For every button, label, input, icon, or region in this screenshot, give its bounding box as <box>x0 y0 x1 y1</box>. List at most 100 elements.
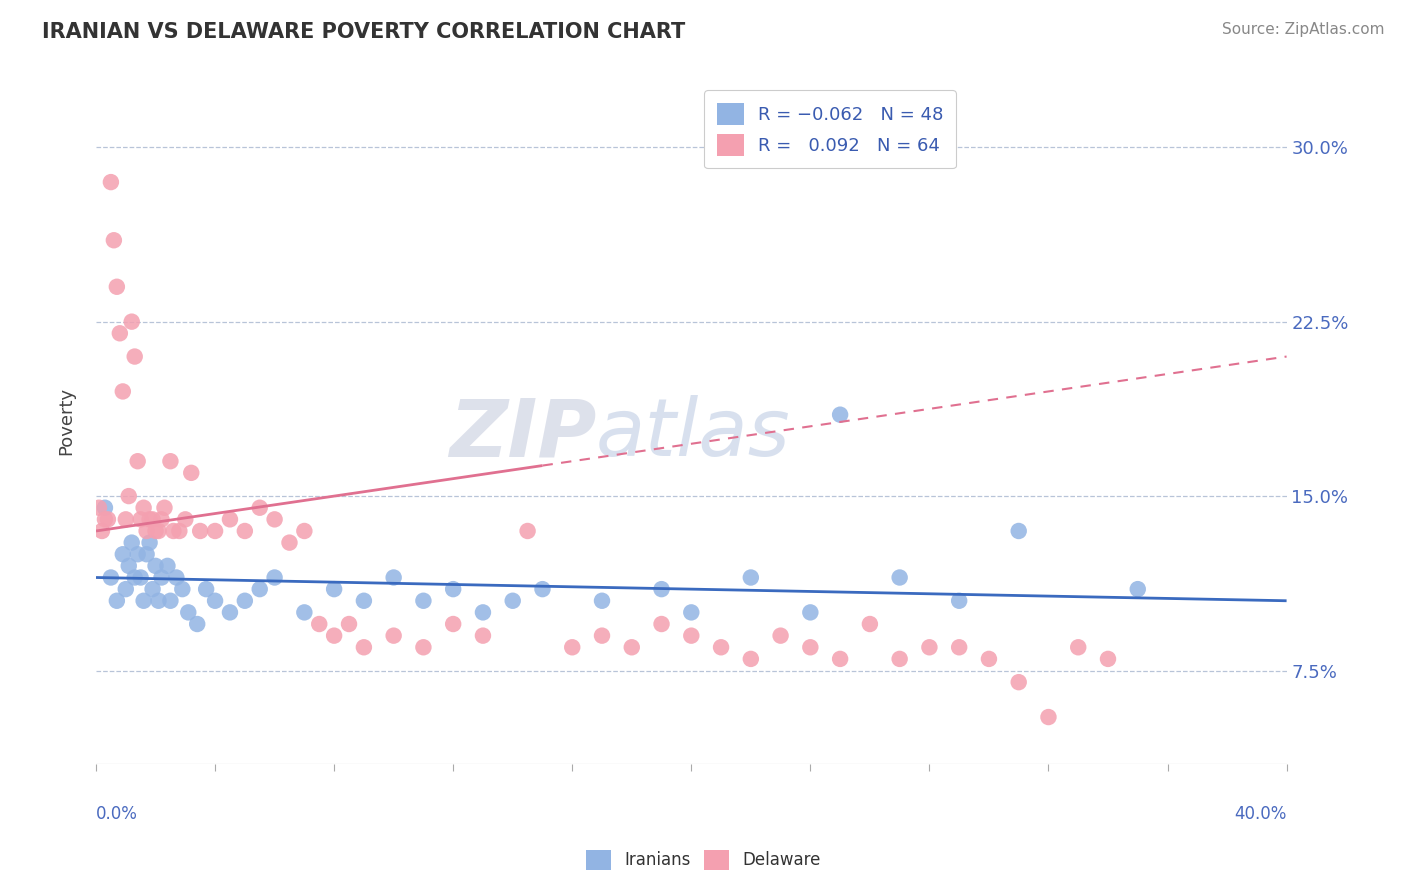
Point <box>620 640 643 655</box>
Legend: R = −0.062   N = 48, R =   0.092   N = 64: R = −0.062 N = 48, R = 0.092 N = 64 <box>704 90 956 169</box>
Point <box>118 489 141 503</box>
Point <box>263 570 285 584</box>
Point <box>121 535 143 549</box>
Point <box>382 629 405 643</box>
Point <box>124 570 146 584</box>
Point <box>145 524 167 538</box>
Point <box>172 582 194 596</box>
Point <box>441 582 464 596</box>
Legend: Iranians, Delaware: Iranians, Delaware <box>579 843 827 877</box>
Point <box>948 593 970 607</box>
Point <box>195 582 218 596</box>
Point <box>1038 710 1060 724</box>
Point <box>249 500 271 515</box>
Point <box>108 326 131 341</box>
Point <box>100 570 122 584</box>
Text: ZIP: ZIP <box>449 395 596 474</box>
Text: 0.0%: 0.0% <box>96 805 138 823</box>
Point <box>124 350 146 364</box>
Point <box>150 512 173 526</box>
Point <box>91 524 114 538</box>
Point <box>162 524 184 538</box>
Point <box>412 640 434 655</box>
Point <box>948 640 970 655</box>
Point <box>889 570 911 584</box>
Point <box>177 606 200 620</box>
Point <box>441 617 464 632</box>
Point <box>337 617 360 632</box>
Point <box>502 593 524 607</box>
Point <box>799 640 821 655</box>
Point <box>889 652 911 666</box>
Point <box>186 617 208 632</box>
Point <box>118 558 141 573</box>
Text: Source: ZipAtlas.com: Source: ZipAtlas.com <box>1222 22 1385 37</box>
Point <box>121 315 143 329</box>
Point <box>769 629 792 643</box>
Point <box>830 652 852 666</box>
Point <box>1126 582 1149 596</box>
Point <box>100 175 122 189</box>
Point <box>591 593 613 607</box>
Point <box>740 570 762 584</box>
Point <box>219 512 242 526</box>
Point <box>263 512 285 526</box>
Point <box>412 593 434 607</box>
Text: atlas: atlas <box>596 395 790 474</box>
Point <box>135 547 157 561</box>
Point <box>180 466 202 480</box>
Point <box>127 547 149 561</box>
Point <box>94 512 117 526</box>
Point <box>111 547 134 561</box>
Point <box>159 454 181 468</box>
Point <box>561 640 583 655</box>
Point <box>651 582 673 596</box>
Point <box>859 617 882 632</box>
Point <box>233 593 256 607</box>
Point <box>132 593 155 607</box>
Point <box>129 512 152 526</box>
Point <box>94 500 117 515</box>
Point <box>97 512 120 526</box>
Point <box>977 652 1000 666</box>
Point <box>188 524 211 538</box>
Point <box>114 582 136 596</box>
Point <box>159 593 181 607</box>
Point <box>129 570 152 584</box>
Y-axis label: Poverty: Poverty <box>58 386 75 455</box>
Point <box>292 606 315 620</box>
Point <box>87 500 110 515</box>
Point <box>148 524 170 538</box>
Point <box>681 606 703 620</box>
Point <box>174 512 197 526</box>
Point <box>138 512 160 526</box>
Point <box>138 535 160 549</box>
Point <box>353 640 375 655</box>
Point <box>127 454 149 468</box>
Point <box>219 606 242 620</box>
Point <box>830 408 852 422</box>
Point <box>233 524 256 538</box>
Point <box>150 570 173 584</box>
Point <box>204 593 226 607</box>
Point <box>353 593 375 607</box>
Point <box>651 617 673 632</box>
Point <box>132 500 155 515</box>
Point <box>103 233 125 247</box>
Point <box>1008 675 1031 690</box>
Point <box>156 558 179 573</box>
Point <box>204 524 226 538</box>
Point <box>169 524 191 538</box>
Point <box>681 629 703 643</box>
Point <box>135 524 157 538</box>
Point <box>142 582 165 596</box>
Text: 40.0%: 40.0% <box>1234 805 1286 823</box>
Point <box>292 524 315 538</box>
Point <box>105 593 128 607</box>
Point <box>799 606 821 620</box>
Point <box>1097 652 1119 666</box>
Point <box>105 279 128 293</box>
Point <box>114 512 136 526</box>
Point <box>249 582 271 596</box>
Point <box>471 606 494 620</box>
